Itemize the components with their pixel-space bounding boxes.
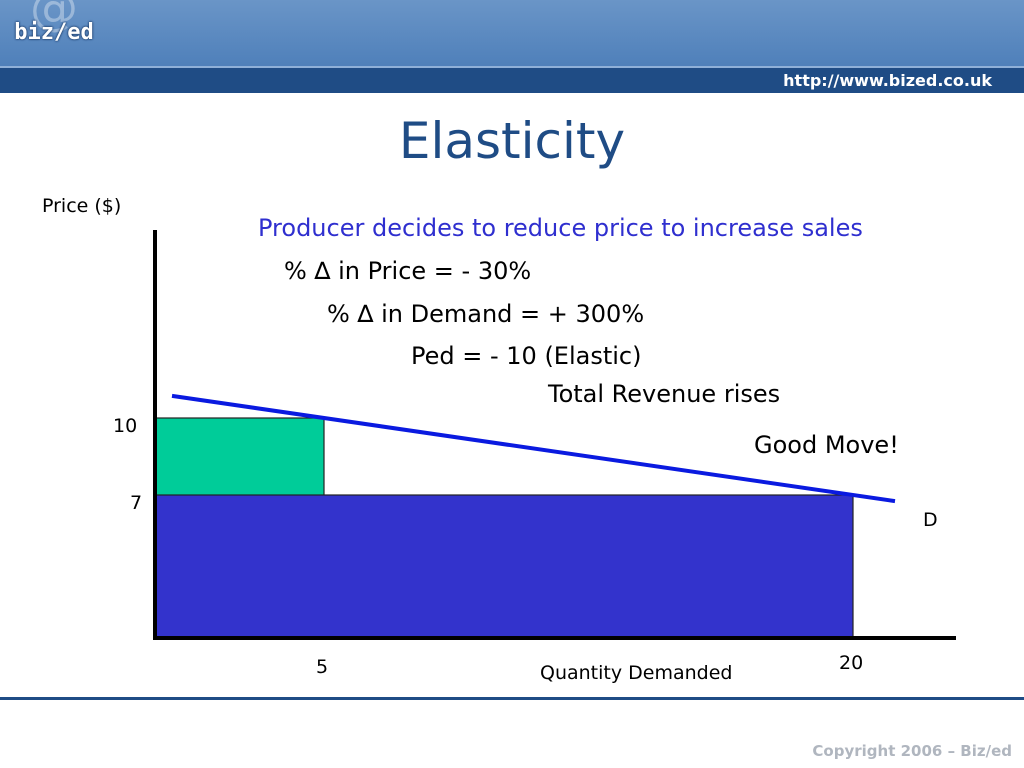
bized-logo: @ biz/ed — [0, 0, 108, 64]
slide-title: Elasticity — [398, 112, 626, 170]
site-url[interactable]: http://www.bized.co.uk — [783, 71, 992, 90]
logo-text: biz/ed — [14, 19, 94, 45]
y-axis-label: Price ($) — [42, 195, 122, 217]
x-axis-label: Quantity Demanded — [540, 662, 733, 684]
annotation-price-change: % ∆ in Price = - 30% — [284, 257, 532, 285]
demand-curve-label: D — [923, 509, 938, 531]
footer-divider — [0, 697, 1024, 700]
annotation-producer-decision: Producer decides to reduce price to incr… — [258, 214, 863, 242]
demand-curve-line — [171, 393, 896, 504]
x-tick-label-5: 5 — [316, 656, 329, 678]
url-bar: http://www.bized.co.uk — [0, 66, 1024, 93]
annotation-demand-change: % ∆ in Demand = + 300% — [327, 300, 645, 328]
copyright-text: Copyright 2006 – Biz/ed — [812, 742, 1012, 760]
header-banner: @ biz/ed — [0, 0, 1024, 66]
logo-at-symbol: @ — [30, 0, 78, 36]
x-tick-label-20: 20 — [839, 652, 864, 674]
annotation-good-move: Good Move! — [754, 431, 899, 459]
y-tick-label-7: 7 — [130, 492, 143, 514]
revenue-box-7-20 — [154, 494, 854, 639]
annotation-ped: Ped = - 10 (Elastic) — [411, 342, 642, 370]
annotation-total-revenue: Total Revenue rises — [548, 380, 781, 408]
y-tick-label-10: 10 — [113, 415, 138, 437]
